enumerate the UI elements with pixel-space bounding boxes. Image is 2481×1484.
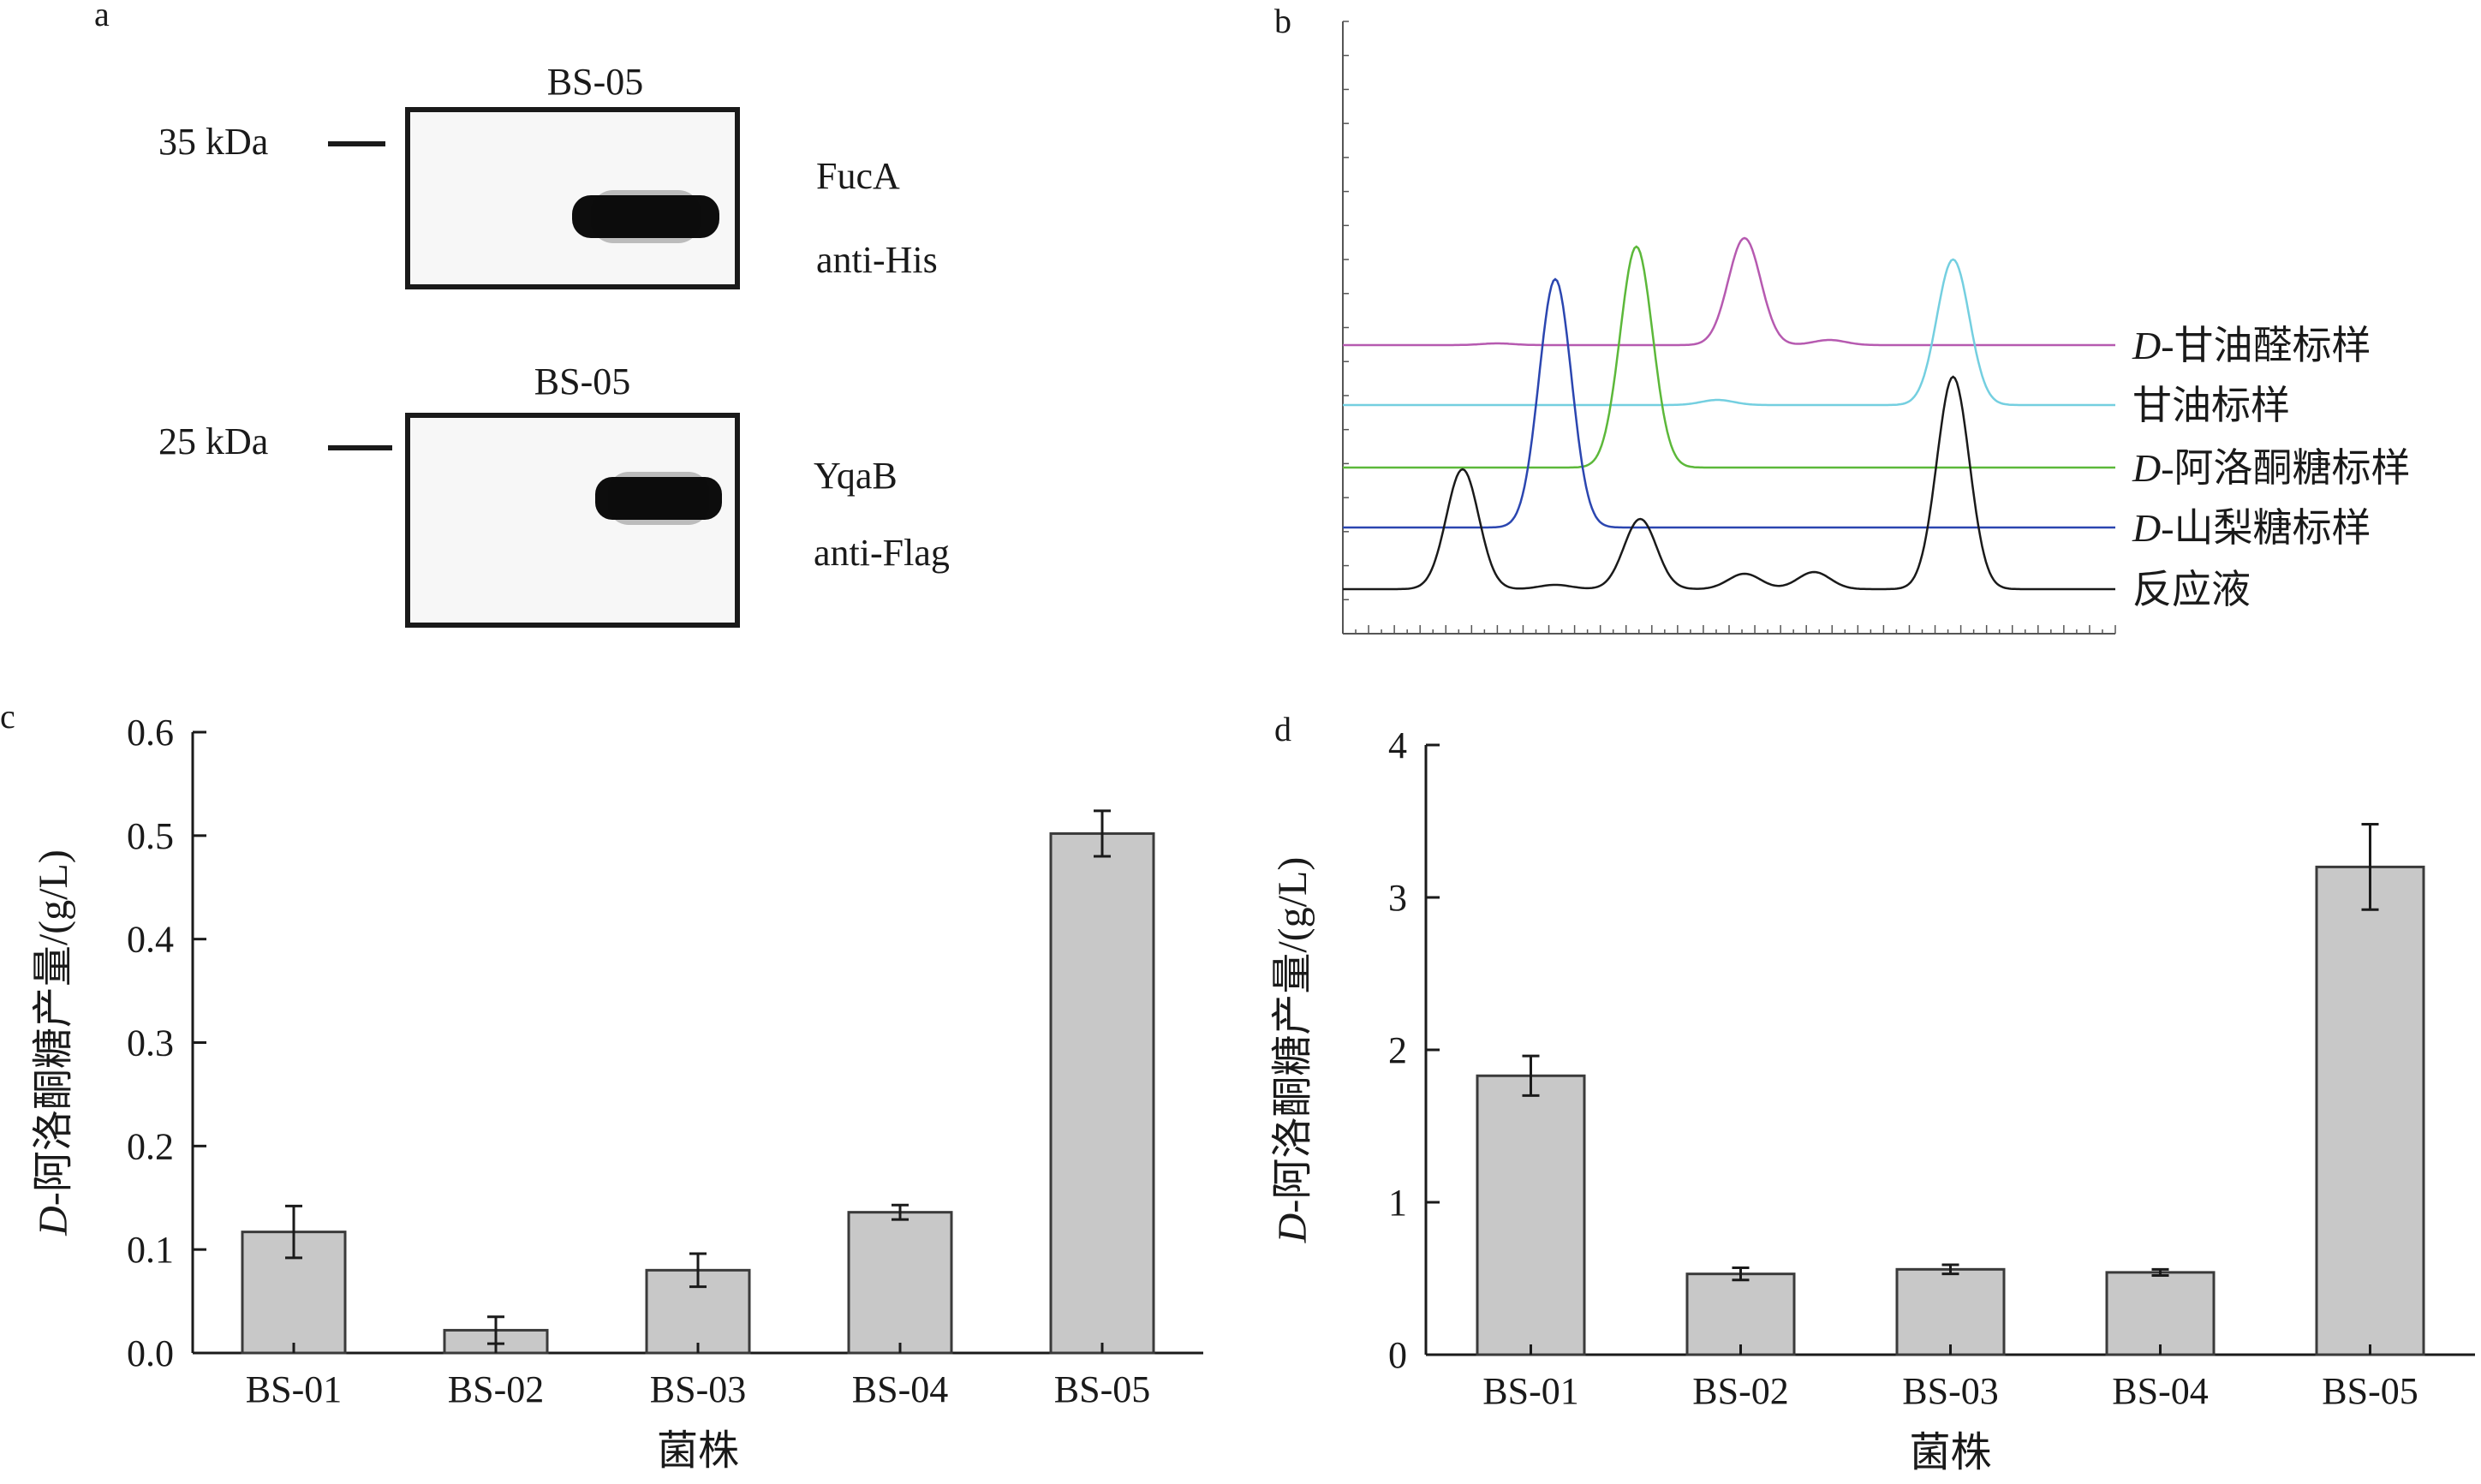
- y-tick-label: 0.5: [127, 815, 174, 857]
- y-tick-label: 3: [1388, 877, 1407, 919]
- chromatogram-trace: [1343, 245, 2115, 469]
- legend-label-text: -山梨糖标样: [2161, 506, 2371, 550]
- panel-b-label: b: [1274, 2, 1291, 40]
- legend-label-text: 反应液: [2132, 568, 2251, 611]
- x-axis-title: 菌株: [657, 1428, 739, 1474]
- blot-1-band-halo: [591, 190, 701, 243]
- y-tick-label: 0.3: [127, 1022, 174, 1064]
- bar: [1685, 1272, 1796, 1356]
- y-tick-label: 4: [1388, 724, 1407, 766]
- legend-label-text: -甘油醛标样: [2161, 324, 2371, 367]
- panel-c-label: c: [0, 697, 15, 736]
- legend-label: D-山梨糖标样: [2132, 506, 2371, 550]
- x-tick-label: BS-05: [2322, 1370, 2418, 1412]
- blot-2-marker: 25 kDa: [158, 420, 268, 462]
- x-tick-label: BS-02: [1692, 1370, 1788, 1412]
- x-tick-label: BS-01: [1482, 1370, 1578, 1412]
- y-tick-label: 1: [1388, 1182, 1407, 1224]
- y-axis-title: D-阿洛酮糖产量/(g/L): [1270, 857, 1315, 1244]
- legend-label: 反应液: [2132, 568, 2251, 611]
- chromatogram-trace: [1343, 277, 2115, 529]
- chromatogram-trace: [1343, 258, 2115, 407]
- blot-2-membrane: [405, 413, 740, 628]
- x-tick-label: BS-04: [2112, 1370, 2208, 1412]
- y-axis-title-text: -阿洛酮糖产量/(g/L): [31, 849, 76, 1206]
- panel-c: c 0.0 0.1 0.2 0.3 0.4 0.5 0.6 BS-01 BS-02 BS-03 BS…: [0, 697, 1203, 1474]
- x-tick-label: BS-01: [246, 1368, 342, 1410]
- blot-1-antibody: anti-His: [816, 239, 938, 281]
- x-tick-label: BS-04: [852, 1368, 948, 1410]
- bar: [1049, 831, 1155, 1355]
- bar: [1895, 1267, 2006, 1356]
- bar: [2315, 865, 2425, 1356]
- legend-label-text: -阿洛酮糖标样: [2161, 446, 2410, 490]
- blot-1-sample: BS-05: [547, 61, 643, 103]
- y-tick-label: 0.2: [127, 1125, 174, 1167]
- blot-2-antibody: anti-Flag: [814, 532, 950, 574]
- blot-1-band: [572, 195, 719, 238]
- y-tick-label: 0.1: [127, 1229, 174, 1271]
- bar: [1476, 1074, 1586, 1356]
- y-tick-label: 2: [1388, 1029, 1407, 1071]
- legend-label: D-阿洛酮糖标样: [2132, 446, 2411, 490]
- y-axis-title: D-阿洛酮糖产量/(g/L): [31, 849, 76, 1237]
- y-tick-label: 0.4: [127, 919, 174, 961]
- legend-label: D-甘油醛标样: [2132, 324, 2371, 367]
- y-tick-label: 0.6: [127, 712, 174, 754]
- panel-d-label: d: [1274, 710, 1291, 748]
- panel-a-label: a: [94, 0, 110, 33]
- blot-1-marker: 35 kDa: [158, 121, 268, 163]
- y-axis-title-italic: D: [31, 1206, 76, 1237]
- chromatogram-traces: [1343, 236, 2115, 591]
- bar: [847, 1211, 953, 1355]
- chromatogram-axes: [1342, 21, 2116, 635]
- blot-2-protein: YqaB: [814, 455, 898, 497]
- panel-a: a BS-05 35 kDa FucA anti-His BS-05 25 kD…: [94, 0, 950, 628]
- x-tick-label: BS-03: [650, 1368, 746, 1410]
- chromatogram-trace: [1343, 236, 2115, 347]
- y-axis-title-italic: D: [1270, 1213, 1315, 1244]
- y-tick-label: 0.0: [127, 1332, 174, 1374]
- x-axis-title: 菌株: [1909, 1430, 1991, 1475]
- legend-label-text: 甘油标样: [2132, 384, 2290, 427]
- chromatogram-trace: [1343, 375, 2115, 591]
- bar-chart-d: 0 1 2 3 4 BS-01 BS-02 BS-03 BS-04 BS-05 菌株 D-阿洛酮糖产量…: [1270, 724, 2475, 1475]
- legend-label: 甘油标样: [2132, 384, 2290, 427]
- x-tick-label: BS-05: [1054, 1368, 1150, 1410]
- blot-2-band: [595, 477, 722, 520]
- bar-chart-c: 0.0 0.1 0.2 0.3 0.4 0.5 0.6 BS-01 BS-02 BS-03 BS-0…: [31, 712, 1203, 1474]
- y-axis-title-text: -阿洛酮糖产量/(g/L): [1270, 857, 1315, 1213]
- legend-label-italic: D: [2132, 446, 2161, 490]
- blot-2-sample: BS-05: [534, 361, 630, 402]
- legend-label-italic: D: [2132, 324, 2161, 367]
- x-tick-label: BS-02: [448, 1368, 544, 1410]
- bar: [2105, 1271, 2216, 1356]
- blot-2-band-halo: [608, 472, 709, 525]
- legend-label-italic: D: [2132, 506, 2161, 550]
- x-tick-label: BS-03: [1902, 1370, 1998, 1412]
- blot-1-protein: FucA: [816, 155, 900, 197]
- y-tick-label: 0: [1388, 1334, 1407, 1376]
- panel-d: d 0 1 2 3 4 BS-01 BS-02 BS-03 BS-04 BS-05 菌株 D-阿洛酮糖…: [1270, 710, 2475, 1475]
